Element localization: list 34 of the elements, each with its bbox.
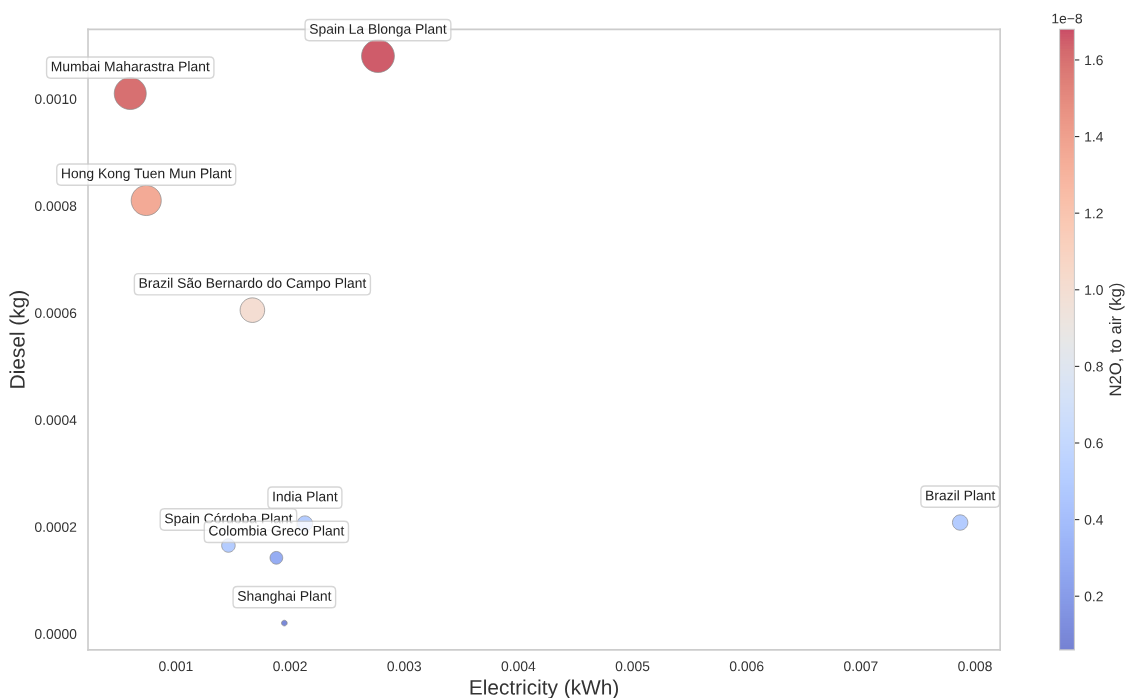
x-tick-label: 0.002 — [273, 661, 307, 672]
annotation: Colombia Greco Plant — [209, 525, 345, 536]
annotation: Shanghai Plant — [237, 590, 332, 604]
y-tick-label: 0.0002 — [34, 522, 77, 532]
x-tick-label: 0.007 — [844, 661, 878, 672]
y-tick-label: 0.0004 — [34, 415, 77, 425]
x-tick-label: 0.006 — [729, 661, 764, 672]
x-axis-title: Electricity (kWh) — [470, 679, 619, 698]
annotation: Brazil São Bernardo do Campo Plant — [139, 277, 367, 291]
text: 1e−8 — [1052, 13, 1083, 24]
color-bar-label: 0.4 — [1084, 514, 1104, 525]
annotation: Mumbai Maharastra Plant — [51, 61, 210, 72]
annotation: Hong Kong Tuen Mun Plant — [62, 168, 232, 182]
color-bar-label: 1.0 — [1085, 285, 1103, 295]
color-bar-label: 1.6 — [1085, 55, 1103, 66]
color-bar-label: 1.4 — [1085, 132, 1104, 142]
y-tick-label: 0.0006 — [34, 308, 77, 318]
x-tick-label: 0.008 — [958, 661, 992, 672]
y-tick-label: 0.0008 — [34, 201, 77, 212]
color-bar-label: 0.2 — [1084, 591, 1103, 602]
annotation: India Plant — [273, 491, 338, 502]
y-axis-title: Diesel (kg) — [9, 291, 29, 388]
x-tick-label: 0.003 — [387, 661, 421, 672]
x-tick-label: 0.004 — [501, 661, 536, 672]
x-tick-label: 0.001 — [159, 661, 193, 672]
color-bar-label: 1.2 — [1085, 208, 1103, 219]
color-bar-label: 0.8 — [1084, 361, 1103, 372]
color-bar-label: 0.6 — [1084, 438, 1103, 449]
color-bar-title: N2O, to air (kg) — [1109, 283, 1125, 396]
x-tick-label: 0.005 — [615, 661, 650, 672]
annotation: Brazil Plant — [926, 490, 996, 501]
y-tick-label: 0.0010 — [34, 94, 77, 105]
y-tick-label: 0.0000 — [34, 629, 77, 639]
annotation: Spain La Blonga Plant — [309, 23, 447, 37]
